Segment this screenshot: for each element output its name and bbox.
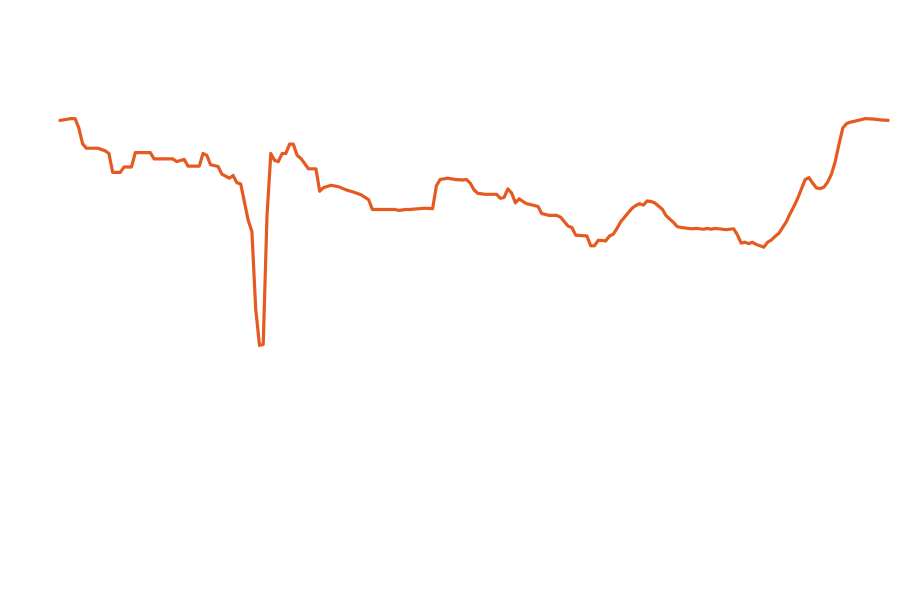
series-line (58, 117, 890, 347)
plot-area (58, 117, 890, 347)
